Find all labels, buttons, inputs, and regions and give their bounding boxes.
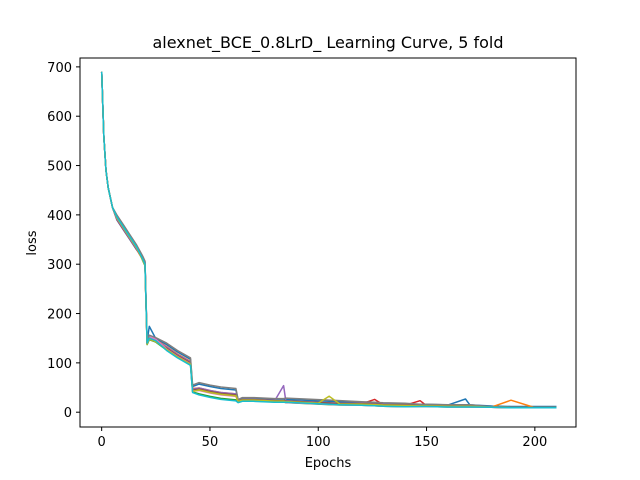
y-tick-label: 600 bbox=[47, 110, 72, 125]
x-axis-ticks: 0 50 100 150 200 bbox=[98, 427, 547, 450]
y-tick-label: 700 bbox=[47, 61, 72, 76]
axes-frame bbox=[79, 57, 577, 428]
x-tick-label: 100 bbox=[306, 435, 331, 450]
x-tick-label: 50 bbox=[202, 435, 219, 450]
y-tick-label: 500 bbox=[47, 160, 72, 175]
y-tick-label: 200 bbox=[47, 308, 72, 323]
y-axis-ticks: 0 100 200 300 400 500 600 700 bbox=[47, 61, 80, 421]
plot-area bbox=[79, 57, 577, 428]
y-tick-label: 300 bbox=[47, 258, 72, 273]
y-axis-label: loss bbox=[25, 230, 40, 255]
x-tick-label: 150 bbox=[414, 435, 439, 450]
y-tick-label: 0 bbox=[64, 406, 72, 421]
x-axis-label: Epochs bbox=[305, 456, 352, 471]
x-tick-label: 200 bbox=[522, 435, 547, 450]
y-tick-label: 400 bbox=[47, 209, 72, 224]
plot-background bbox=[80, 58, 576, 427]
y-tick-label: 100 bbox=[47, 357, 72, 372]
chart-title: alexnet_BCE_0.8LrD_ Learning Curve, 5 fo… bbox=[152, 33, 503, 53]
x-tick-label: 0 bbox=[98, 435, 106, 450]
series-lines bbox=[100, 71, 557, 409]
series-line-10 bbox=[100, 71, 557, 409]
